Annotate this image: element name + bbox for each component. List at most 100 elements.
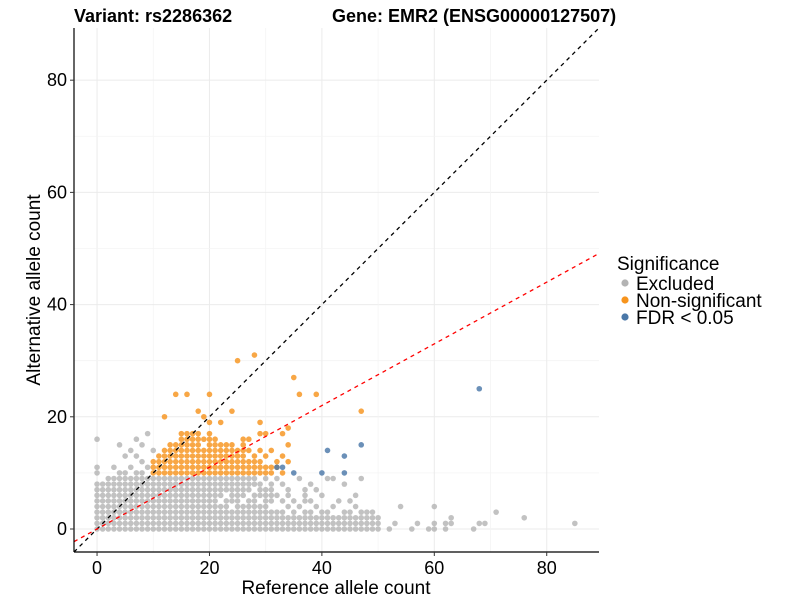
data-point (257, 520, 263, 527)
data-point (189, 458, 196, 465)
data-point (223, 458, 230, 465)
data-point (206, 509, 213, 515)
data-point (229, 453, 235, 459)
data-point (116, 481, 123, 487)
data-point (99, 486, 106, 493)
data-point (156, 458, 162, 465)
data-point (319, 520, 325, 527)
data-point (274, 464, 280, 471)
data-point (229, 470, 235, 476)
data-point (105, 492, 112, 499)
data-point (364, 520, 370, 527)
data-point (127, 447, 134, 454)
data-point (296, 391, 303, 398)
data-point (392, 520, 398, 527)
data-point (150, 464, 157, 471)
data-point (425, 526, 432, 532)
data-point (330, 526, 336, 532)
data-point (217, 453, 224, 459)
data-point (246, 514, 252, 521)
legend-label-fdr: FDR < 0.05 (636, 308, 734, 329)
data-point (262, 475, 269, 482)
data-point (268, 481, 275, 487)
data-point (234, 492, 241, 499)
data-point (262, 470, 269, 476)
data-point (195, 503, 202, 510)
data-point (133, 475, 140, 482)
data-point (217, 481, 224, 487)
data-point (279, 509, 286, 515)
data-point (290, 526, 297, 532)
data-point (150, 481, 157, 487)
data-point (313, 503, 320, 510)
data-point (324, 475, 331, 482)
data-point (431, 526, 438, 532)
data-point (302, 526, 308, 532)
data-point (313, 526, 320, 532)
data-point (234, 470, 241, 476)
data-point (476, 520, 483, 527)
data-point (246, 481, 252, 487)
data-point (358, 442, 365, 448)
data-point (184, 458, 190, 465)
data-point (195, 430, 202, 437)
data-point (178, 436, 185, 443)
legend-entry-non-significant: Non-significant (621, 291, 762, 312)
data-point (122, 520, 128, 527)
legend-marker-fdr (621, 313, 629, 321)
data-point (234, 509, 241, 515)
data-point (285, 425, 291, 431)
data-point (262, 520, 269, 527)
data-point (161, 526, 168, 532)
data-point (144, 503, 151, 510)
data-point (414, 520, 421, 527)
data-point (223, 475, 230, 482)
data-point (195, 492, 202, 499)
y-tick-label: 80 (47, 70, 67, 90)
data-point (217, 475, 224, 482)
data-point (262, 514, 269, 521)
data-point (189, 498, 196, 504)
data-point (139, 470, 145, 476)
series-non-significant (150, 352, 365, 476)
data-point (307, 526, 314, 532)
data-point (285, 458, 291, 465)
data-point (184, 391, 190, 398)
data-point (240, 481, 246, 487)
data-point (246, 520, 252, 527)
data-point (206, 514, 213, 521)
data-point (195, 458, 202, 465)
data-point (201, 503, 207, 510)
data-point (178, 514, 185, 521)
data-point (369, 520, 376, 527)
data-point (105, 475, 112, 482)
title-variant: Variant: rs2286362 (74, 6, 232, 26)
data-point (189, 509, 196, 515)
data-point (127, 486, 134, 493)
data-point (307, 520, 314, 527)
data-point (358, 475, 365, 482)
data-point (178, 503, 185, 510)
data-point (99, 514, 106, 521)
data-point (178, 447, 185, 454)
data-point (285, 492, 291, 499)
data-point (246, 447, 252, 454)
data-point (122, 514, 128, 521)
data-point (246, 486, 252, 493)
data-point (240, 464, 246, 471)
data-point (161, 503, 168, 510)
data-point (133, 436, 140, 443)
data-point (229, 481, 235, 487)
data-point (364, 526, 370, 532)
data-point (167, 492, 173, 499)
data-point (167, 498, 173, 504)
data-point (133, 514, 140, 521)
data-point (156, 498, 162, 504)
data-point (476, 385, 483, 392)
data-point (206, 520, 213, 527)
data-point (246, 475, 252, 482)
data-point (94, 436, 100, 443)
data-point (206, 498, 213, 504)
data-point (352, 492, 359, 499)
data-point (358, 408, 365, 414)
